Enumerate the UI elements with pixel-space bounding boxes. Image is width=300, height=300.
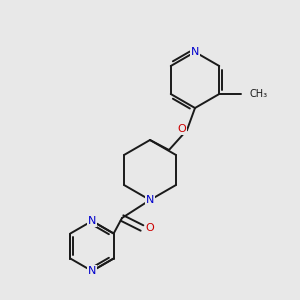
Text: CH₃: CH₃ [249,89,267,99]
Text: N: N [146,195,154,205]
Text: O: O [146,223,154,233]
Text: N: N [88,266,96,276]
Text: O: O [178,124,186,134]
Text: N: N [88,216,96,226]
Text: N: N [191,47,199,57]
